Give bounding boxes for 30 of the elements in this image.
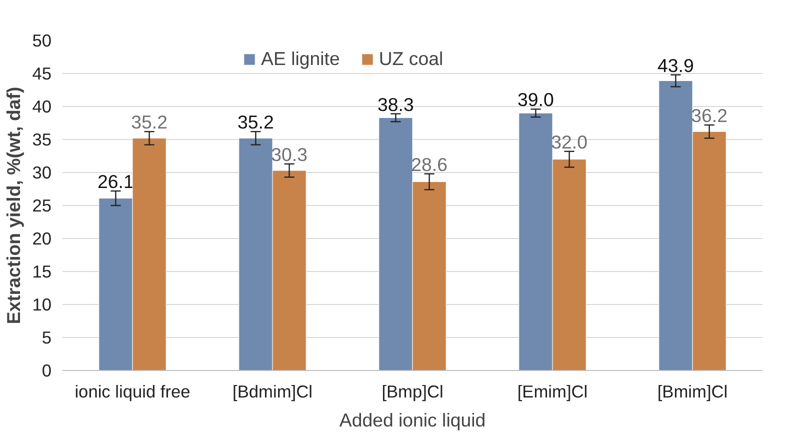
legend-label: AE lignite (261, 48, 340, 70)
data-label: 43.9 (658, 54, 694, 76)
y-axis-title: Extraction yield, %(wt, daf) (3, 86, 24, 324)
y-tick-label: 15 (32, 262, 52, 282)
data-label: 36.2 (691, 104, 728, 126)
data-label: 26.1 (98, 170, 134, 192)
data-label: 38.3 (378, 94, 414, 115)
y-tick-label: 20 (32, 228, 52, 248)
y-tick-label: 50 (32, 30, 52, 50)
x-tick-label: [Bmp]Cl (382, 382, 444, 402)
y-tick-label: 10 (32, 294, 52, 314)
x-tick-label: [Emim]Cl (517, 382, 588, 402)
data-label: 35.2 (238, 112, 274, 133)
data-label: 28.6 (411, 154, 448, 175)
y-tick-label: 40 (32, 96, 52, 116)
data-label: 35.2 (131, 112, 168, 133)
y-tick-label: 5 (42, 328, 52, 348)
x-tick-label: [Bdmim]Cl (232, 382, 312, 402)
x-axis-title: Added ionic liquid (339, 410, 486, 430)
data-label: 39.0 (518, 89, 554, 110)
data-label: 30.3 (271, 144, 308, 165)
y-tick-label: 45 (32, 64, 52, 84)
y-tick-label: 30 (32, 162, 52, 182)
y-tick-label: 25 (32, 196, 52, 216)
x-tick-label: [Bmim]Cl (657, 382, 728, 402)
x-tick-label: ionic liquid free (74, 382, 190, 402)
data-label: 32.0 (551, 131, 588, 152)
legend-label: UZ coal (378, 48, 444, 70)
y-tick-label: 35 (32, 130, 52, 150)
y-tick-label: 0 (42, 360, 52, 380)
